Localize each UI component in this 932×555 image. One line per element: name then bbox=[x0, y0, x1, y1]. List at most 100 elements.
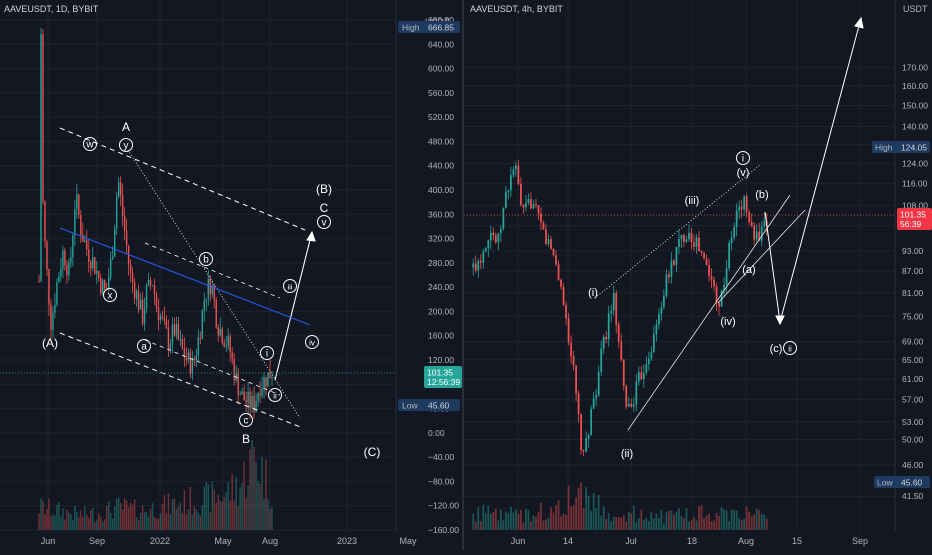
volume-bar bbox=[652, 518, 655, 530]
left-price-axis[interactable]: 680.00 640.00 600.00 560.00 520.00 480.00 440.… bbox=[428, 15, 459, 535]
left-time-axis[interactable]: Jun Sep 2022 May Aug 2023 May bbox=[41, 536, 417, 546]
right-chart-pane[interactable]: (i) (ii) (iii) (iv) (v) (a) (b) (c) i ii… bbox=[464, 0, 932, 546]
candle-body bbox=[225, 345, 227, 347]
candle-body bbox=[139, 299, 142, 310]
volume-bar bbox=[60, 516, 62, 530]
volume-bar bbox=[185, 514, 188, 530]
circle-label-v: v bbox=[322, 218, 327, 229]
volume-bar bbox=[487, 505, 490, 530]
candle-body bbox=[88, 249, 90, 262]
right-high-tag bbox=[872, 141, 930, 153]
volume-bar bbox=[673, 514, 675, 530]
volume-bar bbox=[54, 515, 56, 530]
candle-body bbox=[479, 261, 482, 263]
volume-bar bbox=[695, 520, 698, 530]
left-chart-title: AAVEUSDT, 1D, BYBIT bbox=[4, 4, 99, 14]
volume-bar bbox=[189, 486, 192, 530]
candle-body bbox=[219, 328, 221, 336]
volume-bar bbox=[627, 512, 630, 530]
volume-bar bbox=[678, 508, 680, 530]
volume-bar bbox=[76, 511, 78, 530]
volume-bar bbox=[179, 502, 182, 530]
volume-bar bbox=[700, 505, 703, 530]
candle-body bbox=[504, 191, 507, 208]
candle-body bbox=[179, 339, 182, 341]
circle-c bbox=[239, 413, 253, 427]
volume-bar bbox=[663, 523, 665, 530]
candle-body bbox=[72, 235, 74, 258]
volume-bar bbox=[203, 486, 205, 530]
volume-bar bbox=[577, 487, 580, 530]
volume-bar bbox=[257, 481, 259, 530]
candle-body bbox=[257, 393, 259, 401]
candle-body bbox=[743, 196, 746, 210]
volume-bar bbox=[525, 509, 527, 530]
volume-bar bbox=[259, 483, 261, 530]
candle-body bbox=[748, 212, 751, 223]
volume-bar bbox=[763, 514, 766, 530]
candle-body bbox=[610, 310, 613, 314]
candle-body bbox=[615, 293, 618, 325]
wave-label-right-b: (b) bbox=[755, 189, 768, 201]
candle-body bbox=[177, 323, 180, 340]
candle-body bbox=[502, 207, 505, 229]
candle-body bbox=[58, 276, 60, 283]
candle-body bbox=[215, 300, 217, 328]
candle-body bbox=[80, 214, 82, 235]
volume-bar bbox=[191, 514, 194, 530]
right-time-axis[interactable]: Jun 14 Jul 18 Aug 15 Sep bbox=[511, 536, 868, 546]
candle-body bbox=[673, 260, 675, 265]
volume-bar bbox=[635, 522, 638, 530]
candle-body bbox=[115, 196, 118, 229]
candle-body bbox=[735, 210, 738, 228]
x-tick-label: Jun bbox=[41, 536, 56, 546]
volume-bar bbox=[193, 506, 196, 530]
circle-label-ii: ii bbox=[273, 392, 277, 401]
candle-body bbox=[587, 434, 590, 439]
candle-body bbox=[267, 372, 269, 387]
candle-body bbox=[247, 391, 249, 403]
volume-bar bbox=[84, 506, 86, 530]
candle-body bbox=[131, 272, 134, 283]
y-tick-label: 640.00 bbox=[428, 39, 454, 49]
candle-body bbox=[632, 404, 635, 407]
volume-bar bbox=[147, 516, 150, 530]
y-tick-label: 120.00 bbox=[428, 355, 454, 365]
candle-body bbox=[698, 237, 700, 252]
candle-body bbox=[565, 304, 567, 319]
volume-bar bbox=[143, 512, 146, 530]
volume-bar bbox=[199, 515, 202, 530]
candle-body bbox=[527, 199, 530, 204]
volume-bar bbox=[181, 513, 184, 530]
candle-body bbox=[102, 280, 104, 294]
candle-body bbox=[50, 304, 52, 330]
volume-bar bbox=[743, 518, 746, 530]
candle-body bbox=[92, 257, 94, 268]
volume-bar bbox=[572, 505, 575, 530]
right-last-price-countdown: 56:39 bbox=[900, 219, 922, 229]
circle-b bbox=[199, 252, 213, 266]
volume-bar bbox=[151, 503, 154, 530]
volume-bar bbox=[733, 510, 736, 530]
left-high-tag-label: High bbox=[402, 23, 420, 33]
volume-bar bbox=[499, 509, 502, 530]
volume-bar bbox=[527, 510, 530, 530]
volume-bar bbox=[510, 506, 512, 530]
volume-bar bbox=[565, 514, 567, 530]
volume-bar bbox=[537, 511, 540, 530]
candle-body bbox=[550, 239, 552, 249]
volume-bar bbox=[555, 505, 557, 530]
candle-body bbox=[121, 195, 124, 216]
candle-body bbox=[683, 235, 685, 243]
volume-bar bbox=[133, 499, 136, 530]
candle-body bbox=[499, 228, 502, 234]
candle-body bbox=[520, 183, 522, 206]
left-last-price-tag bbox=[424, 366, 462, 388]
left-chart-pane[interactable]: A B C (A) (B) (C) w x y a b c i ii iii bbox=[0, 0, 462, 546]
candle-body bbox=[217, 327, 219, 336]
volume-bar bbox=[173, 498, 176, 530]
candle-body bbox=[625, 386, 628, 407]
right-low-tag-value: 45.60 bbox=[901, 478, 923, 488]
volume-bar bbox=[241, 482, 243, 530]
candle-body bbox=[205, 298, 207, 301]
